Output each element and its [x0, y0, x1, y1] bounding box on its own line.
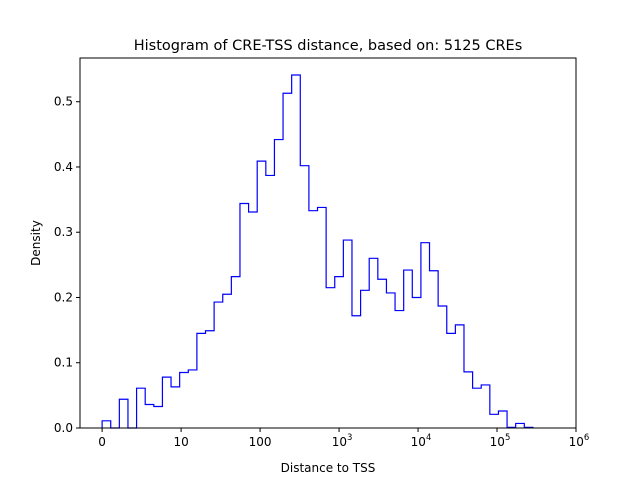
y-tick-label: 0.1	[54, 356, 73, 370]
x-axis-label: Distance to TSS	[281, 461, 376, 475]
histogram-bin	[369, 258, 378, 428]
histogram-bin	[404, 270, 413, 428]
histogram-bin	[498, 411, 507, 428]
histogram-bin	[309, 211, 318, 428]
histogram-bin	[438, 306, 447, 428]
histogram-step-line	[101, 74, 534, 429]
y-axis-label: Density	[29, 220, 43, 266]
plot-frame	[79, 57, 577, 429]
histogram-bin	[361, 290, 370, 428]
histogram-bin	[240, 204, 249, 428]
histogram-bin	[412, 297, 421, 428]
histogram-bin	[292, 75, 301, 428]
histogram-bin	[430, 271, 439, 428]
histogram-bin	[137, 388, 146, 428]
histogram-bin	[180, 373, 189, 428]
histogram-bin	[266, 175, 275, 428]
histogram-bin	[102, 421, 111, 428]
x-tick-label: 100	[249, 435, 272, 449]
histogram-bin	[283, 93, 292, 428]
histogram-bin	[447, 333, 456, 428]
histogram-bin	[490, 414, 499, 428]
histogram-bin	[214, 302, 223, 428]
histogram-bin	[231, 277, 240, 428]
histogram-bin	[257, 161, 266, 428]
x-tick-label: 10	[173, 435, 188, 449]
histogram-bin	[395, 311, 404, 428]
histogram-bin	[300, 166, 309, 428]
x-tick-label: 0	[98, 435, 106, 449]
y-tick-label: 0.2	[54, 290, 73, 304]
histogram-bin	[335, 277, 344, 428]
histogram-bin	[326, 288, 335, 428]
x-tick-label: 103	[332, 433, 353, 449]
histogram-bin	[223, 294, 232, 428]
y-tick-label: 0.0	[54, 421, 73, 435]
histogram-bin	[473, 388, 482, 428]
histogram-bin	[343, 240, 352, 428]
x-tick-label: 105	[490, 433, 511, 449]
histogram-bin	[318, 207, 327, 428]
histogram-bin	[481, 385, 490, 428]
histogram-bin	[421, 243, 430, 428]
x-tick-label: 104	[411, 433, 432, 449]
chart-title: Histogram of CRE-TSS distance, based on:…	[134, 38, 523, 54]
histogram-bin	[249, 212, 258, 428]
y-tick-label: 0.4	[54, 160, 73, 174]
x-tick-label: 106	[569, 433, 590, 449]
histogram-bin	[197, 333, 206, 428]
histogram-bin	[455, 325, 464, 428]
histogram-bin	[206, 331, 215, 428]
histogram-bin	[119, 399, 128, 428]
histogram-bin	[145, 405, 154, 428]
histogram-bin	[516, 423, 525, 428]
histogram-bin	[274, 140, 283, 428]
histogram-bin	[378, 279, 387, 428]
histogram-bin	[162, 377, 171, 428]
y-tick-label: 0.5	[54, 95, 73, 109]
histogram-bin	[154, 406, 163, 428]
y-tick-label: 0.3	[54, 225, 73, 239]
histogram-bin	[171, 387, 180, 428]
histogram-bin	[464, 372, 473, 428]
histogram-bin	[352, 316, 361, 428]
histogram-bin	[386, 293, 395, 428]
histogram-bin	[188, 370, 197, 428]
